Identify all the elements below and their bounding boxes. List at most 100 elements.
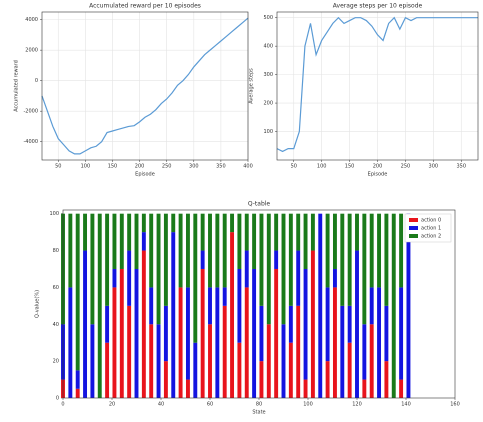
bar-segment <box>141 250 146 398</box>
legend-swatch <box>409 226 418 230</box>
bar-segment <box>266 213 271 325</box>
bar-segment <box>274 213 279 251</box>
bar-segment <box>105 213 110 306</box>
x-tick-label: 350 <box>216 164 226 170</box>
y-tick-label: 40 <box>53 322 59 328</box>
bar-segment <box>222 287 227 306</box>
y-tick-label: 0 <box>56 396 59 402</box>
bar-segment <box>119 268 124 398</box>
bar-segment <box>332 213 337 269</box>
y-tick-label: -4000 <box>23 139 38 145</box>
bar-segment <box>252 213 257 269</box>
y-tick-label: 100 <box>49 211 59 217</box>
x-tick-label: 100 <box>317 164 327 170</box>
bar-segment <box>185 213 190 288</box>
bar-segment <box>208 324 212 398</box>
bar-segment <box>75 388 80 398</box>
bar-segment <box>215 213 220 288</box>
legend-label: action 1 <box>421 226 441 232</box>
bar-segment <box>171 213 176 233</box>
bar-segment <box>244 213 249 251</box>
bar-segment <box>230 232 235 398</box>
y-tick-label: 200 <box>263 101 273 107</box>
bar-segment <box>237 268 242 343</box>
plot-frame <box>62 209 456 399</box>
bar-segment <box>332 287 337 398</box>
bar-segment <box>310 213 315 251</box>
bar-segment <box>163 305 168 362</box>
x-axis-label: Episode <box>135 172 155 178</box>
bar-segment <box>141 213 146 233</box>
bar-segment <box>75 213 80 371</box>
y-tick-label: 100 <box>263 129 273 135</box>
bar-segment <box>274 268 279 398</box>
bar-segment <box>362 324 367 380</box>
bar-segment <box>347 213 352 306</box>
bar-segment <box>310 250 315 398</box>
bar-segment <box>193 213 198 343</box>
x-tick-label: 400 <box>243 164 253 170</box>
y-tick-label: 400 <box>263 44 273 50</box>
x-tick-label: 160 <box>450 402 460 408</box>
bar-segment <box>318 213 323 398</box>
bar-segment <box>208 213 212 288</box>
bar-segment <box>163 213 168 306</box>
y-tick-label: 2000 <box>25 48 38 54</box>
bar-segment <box>75 370 80 389</box>
bar-segment <box>134 213 139 269</box>
bar-segment <box>391 213 396 398</box>
bar-segment <box>296 213 301 251</box>
bar-segment <box>83 250 88 398</box>
bar-segment <box>171 232 176 398</box>
bar-segment <box>215 287 220 398</box>
bar-segment <box>112 268 117 288</box>
bar-segment <box>200 250 205 269</box>
bar-segment <box>384 305 389 362</box>
y-axis-label: Q-value(%) <box>35 290 41 318</box>
bar-segment <box>362 213 367 325</box>
bar-segment <box>163 361 168 398</box>
bar-segment <box>325 361 330 398</box>
bar-segment <box>105 305 110 343</box>
bar-segment <box>112 287 117 398</box>
x-tick-label: 150 <box>108 164 118 170</box>
bar-segment <box>369 287 374 325</box>
bar-segment <box>156 213 161 325</box>
bar-segment <box>296 250 301 306</box>
legend-swatch <box>409 218 418 222</box>
bar-segment <box>303 379 308 398</box>
bar-segment <box>325 213 330 288</box>
bar-segment <box>222 305 227 398</box>
bar-segment <box>127 250 132 306</box>
bar-segment <box>377 213 382 288</box>
bar-segment <box>347 305 352 343</box>
bar-segment <box>200 268 205 398</box>
bar-segment <box>68 213 73 288</box>
legend-label: action 0 <box>421 218 441 224</box>
bar-segment <box>259 305 264 362</box>
x-tick-label: 20 <box>109 402 115 408</box>
bar-segment <box>178 213 183 288</box>
y-tick-label: 4000 <box>25 17 38 23</box>
y-tick-label: 60 <box>53 285 59 291</box>
x-tick-label: 300 <box>429 164 439 170</box>
bar-segment <box>149 213 154 288</box>
bar-segment <box>237 213 242 269</box>
bar-segment <box>340 213 345 306</box>
bar-segment <box>399 379 404 398</box>
y-tick-label: 20 <box>53 359 59 365</box>
bar-segment <box>347 342 352 398</box>
y-tick-label: 0 <box>35 78 38 84</box>
x-tick-label: 150 <box>345 164 355 170</box>
x-tick-label: 250 <box>401 164 411 170</box>
bar-segment <box>244 287 249 398</box>
bar-segment <box>281 213 286 325</box>
bar-segment <box>149 324 154 398</box>
bar-segment <box>185 379 190 398</box>
bar-segment <box>149 287 154 325</box>
bar-segment <box>384 361 389 398</box>
bar-segment <box>127 213 132 251</box>
x-tick-label: 200 <box>135 164 145 170</box>
bar-segment <box>127 305 132 398</box>
